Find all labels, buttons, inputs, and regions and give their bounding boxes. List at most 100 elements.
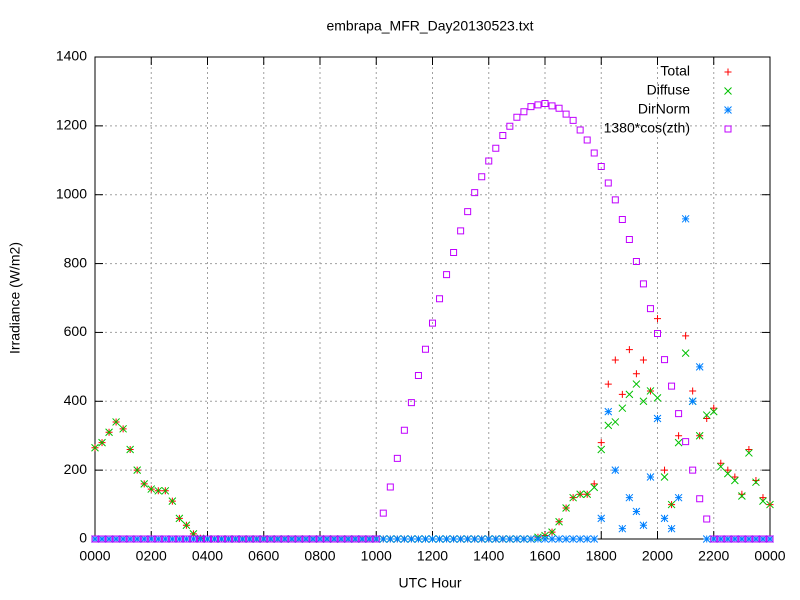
series xyxy=(91,99,774,543)
point xyxy=(372,535,380,543)
point xyxy=(239,535,247,543)
point xyxy=(766,535,774,543)
point xyxy=(330,535,338,543)
point xyxy=(534,101,542,109)
point xyxy=(119,424,127,433)
point xyxy=(625,493,634,502)
point xyxy=(759,494,767,502)
point xyxy=(639,397,648,406)
point xyxy=(91,535,99,543)
point xyxy=(442,535,451,543)
point xyxy=(443,271,451,279)
point xyxy=(182,535,191,543)
point xyxy=(604,179,612,187)
point xyxy=(583,136,591,144)
point xyxy=(597,445,606,454)
point xyxy=(98,438,106,447)
point xyxy=(112,418,120,426)
point xyxy=(154,535,162,543)
point xyxy=(667,524,676,533)
point xyxy=(393,535,402,543)
point xyxy=(358,535,366,543)
point xyxy=(189,535,197,543)
legend-label: 1380*cos(zth) xyxy=(604,120,690,136)
point xyxy=(730,535,739,543)
point xyxy=(505,535,514,543)
point xyxy=(527,535,535,543)
point xyxy=(548,528,556,536)
point xyxy=(716,462,725,471)
point xyxy=(611,418,620,426)
point xyxy=(147,535,155,543)
point xyxy=(168,497,177,505)
point xyxy=(175,535,183,543)
point xyxy=(745,445,753,453)
point xyxy=(759,497,767,505)
point xyxy=(288,535,296,543)
x-tick-label: 2000 xyxy=(642,548,673,564)
point xyxy=(140,480,149,488)
point xyxy=(541,535,549,543)
x-axis-label: UTC Hour xyxy=(398,575,461,591)
point xyxy=(386,483,394,491)
point xyxy=(576,126,584,134)
point xyxy=(738,535,746,543)
point xyxy=(723,469,732,478)
point xyxy=(604,407,613,416)
point xyxy=(330,535,338,543)
point xyxy=(98,535,106,543)
point xyxy=(513,113,521,121)
point xyxy=(752,478,760,487)
point xyxy=(140,535,149,543)
y-tick-label: 800 xyxy=(64,254,88,270)
point xyxy=(379,509,387,517)
point xyxy=(597,162,605,170)
legend-marker xyxy=(724,87,732,95)
point xyxy=(668,382,676,390)
point xyxy=(252,535,261,543)
y-tick-label: 1000 xyxy=(56,185,87,201)
point xyxy=(555,104,563,112)
point xyxy=(724,466,732,474)
point xyxy=(548,102,556,110)
point xyxy=(654,329,661,337)
point xyxy=(365,535,374,543)
point xyxy=(569,535,577,543)
x-tick-label: 1600 xyxy=(529,548,560,564)
point xyxy=(224,535,233,543)
point xyxy=(112,535,120,543)
point xyxy=(119,535,127,543)
point xyxy=(654,315,661,323)
point xyxy=(203,535,212,543)
point xyxy=(414,535,423,543)
point xyxy=(112,535,120,543)
point xyxy=(604,380,612,388)
point xyxy=(492,144,500,152)
point xyxy=(709,535,718,543)
point xyxy=(682,332,690,340)
point xyxy=(168,535,176,543)
point xyxy=(688,397,697,406)
point xyxy=(625,390,634,399)
point xyxy=(696,495,704,503)
point xyxy=(238,535,247,543)
point xyxy=(351,535,360,543)
point xyxy=(618,404,627,413)
point xyxy=(745,449,753,457)
point xyxy=(98,535,106,543)
point xyxy=(604,421,613,430)
point xyxy=(710,535,718,543)
point xyxy=(661,466,669,474)
point xyxy=(407,399,415,407)
point xyxy=(491,535,500,543)
point xyxy=(471,189,479,197)
point xyxy=(253,535,261,543)
point xyxy=(316,535,324,543)
point xyxy=(477,535,486,543)
point xyxy=(126,445,135,454)
point xyxy=(689,387,697,395)
point xyxy=(464,208,472,216)
point xyxy=(703,415,711,422)
point xyxy=(499,131,507,139)
